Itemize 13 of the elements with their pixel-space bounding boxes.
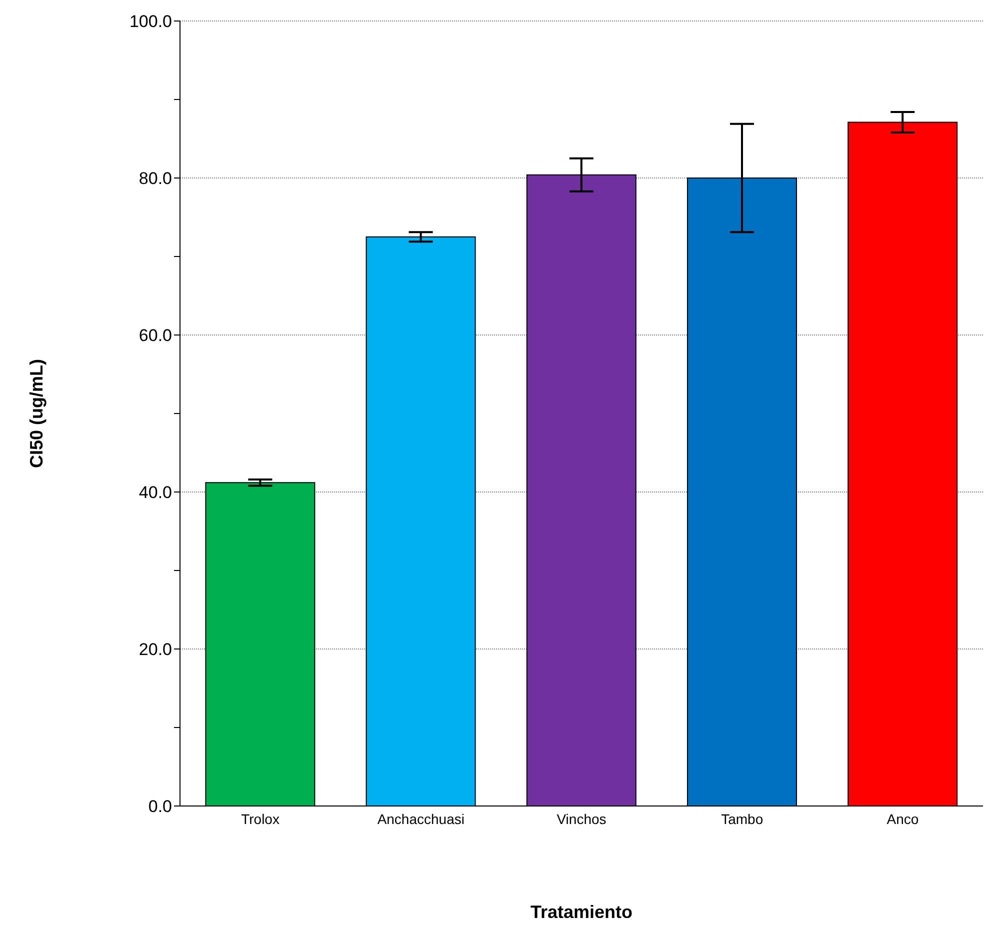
x-tick-label: Anchacchuasi: [377, 810, 464, 827]
y-tick-label: 40.0: [138, 483, 172, 502]
y-tick-label: 20.0: [138, 640, 172, 660]
x-tick-label: Tambo: [721, 810, 764, 827]
x-axis-title: Tratamiento: [530, 902, 633, 922]
x-tick-label: Anco: [886, 810, 919, 827]
x-tick-label: Vinchos: [556, 810, 606, 827]
y-axis-title: CI50 (ug/mL): [26, 358, 46, 468]
y-tick-label: 80.0: [138, 169, 172, 188]
y-tick-label: 100.0: [129, 12, 172, 32]
y-tick-label: 0.0: [148, 797, 172, 816]
y-tick-label: 60.0: [138, 326, 172, 346]
x-tick-label: Trolox: [241, 810, 280, 827]
